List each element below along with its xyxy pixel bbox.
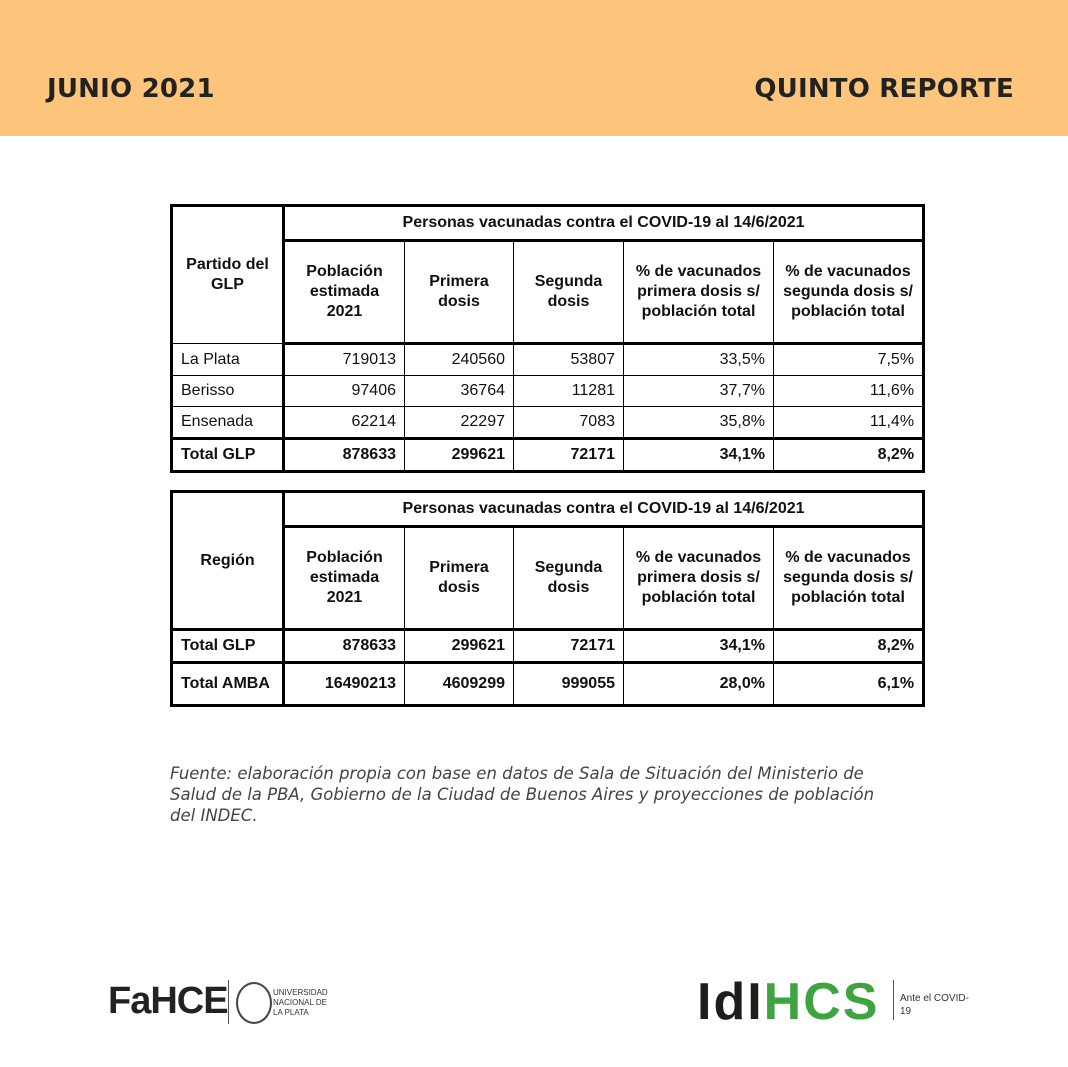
table-body: Total GLP 878633 299621 72171 34,1% 8,2% Total… bbox=[171, 628, 925, 706]
table-row: Ensenada 62214 22297 7083 35,8% 11,4% bbox=[171, 406, 925, 439]
separator bbox=[228, 980, 229, 1024]
table-cell: 999055 bbox=[513, 661, 624, 706]
table-row: Total GLP 878633 299621 72171 34,1% 8,2% bbox=[171, 628, 925, 663]
table-cell: 8,2% bbox=[772, 437, 925, 472]
table-cell: 299621 bbox=[404, 437, 514, 472]
table-body: La Plata 719013 240560 53807 33,5% 7,5% Beriss… bbox=[171, 343, 925, 472]
table-cell: 34,1% bbox=[623, 437, 774, 472]
column-header: % de vacunados primera dosis s/ població… bbox=[623, 526, 774, 631]
table-caption: Personas vacunadas contra el COVID-19 al… bbox=[282, 205, 925, 242]
tagline: Ante el COVID-19 bbox=[900, 993, 969, 1017]
header-row: Región Personas vacunadas contra el COVID… bbox=[171, 491, 925, 630]
column-header: % de vacunados segunda dosis s/ població… bbox=[772, 240, 925, 345]
logo-idihcs: IdIHCS bbox=[697, 972, 879, 1032]
separator bbox=[893, 980, 894, 1020]
table-cell: 72171 bbox=[513, 628, 624, 663]
table-cell: 7,5% bbox=[772, 343, 925, 376]
table-cell: 7083 bbox=[513, 406, 624, 439]
table-cell: 34,1% bbox=[623, 628, 774, 663]
column-header: Segunda dosis bbox=[513, 526, 624, 631]
column-header: Primera dosis bbox=[404, 240, 514, 345]
table-cell: 4609299 bbox=[404, 661, 514, 706]
table-cell: Total GLP bbox=[171, 437, 285, 472]
table-cell: 62214 bbox=[283, 406, 405, 439]
table-cell: 37,7% bbox=[623, 375, 774, 407]
table-row: Berisso 97406 36764 11281 37,7% 11,6% bbox=[171, 375, 925, 407]
table-row: Total AMBA 16490213 4609299 999055 28,0% 6,1% bbox=[171, 661, 925, 706]
table-cell: 53807 bbox=[513, 343, 624, 376]
column-header: % de vacunados segunda dosis s/ població… bbox=[772, 526, 925, 631]
source-note: Fuente: elaboración propia con base en d… bbox=[170, 764, 875, 825]
table-cell: 6,1% bbox=[772, 661, 925, 706]
column-header: Segunda dosis bbox=[513, 240, 624, 345]
table-cell: Total GLP bbox=[171, 628, 285, 663]
column-header: Población estimada 2021 bbox=[283, 526, 405, 631]
logo-part: HCS bbox=[763, 973, 880, 1031]
table: Partido del GLP Personas vacunadas contra… bbox=[170, 204, 926, 473]
table-cell: 36764 bbox=[404, 375, 514, 407]
table-caption: Personas vacunadas contra el COVID-19 al… bbox=[282, 491, 925, 528]
column-header: Primera dosis bbox=[404, 526, 514, 631]
logo-part: IdI bbox=[697, 973, 764, 1031]
table-head: Partido del GLP Personas vacunadas contra… bbox=[171, 205, 925, 345]
header-date: JUNIO 2021 bbox=[47, 74, 215, 104]
table-cell: 11281 bbox=[513, 375, 624, 407]
table-cell: 72171 bbox=[513, 437, 624, 472]
table-cell: 719013 bbox=[283, 343, 405, 376]
column-header: Población estimada 2021 bbox=[283, 240, 405, 345]
seal-icon bbox=[236, 982, 272, 1024]
table-cell: Berisso bbox=[171, 375, 285, 407]
header-row: Partido del GLP Personas vacunadas contra… bbox=[171, 205, 925, 344]
table: Región Personas vacunadas contra el COVID… bbox=[170, 490, 926, 707]
table-head: Región Personas vacunadas contra el COVID… bbox=[171, 491, 925, 631]
table-cell: 16490213 bbox=[283, 661, 405, 706]
column-header: % de vacunados primera dosis s/ població… bbox=[623, 240, 774, 345]
header-report: QUINTO REPORTE bbox=[754, 74, 1014, 104]
table-row: La Plata 719013 240560 53807 33,5% 7,5% bbox=[171, 343, 925, 376]
table-cell: La Plata bbox=[171, 343, 285, 376]
table-cell: 11,4% bbox=[772, 406, 925, 439]
logo-fahce: FaHCE bbox=[108, 980, 229, 1022]
table-cell: 878633 bbox=[283, 628, 405, 663]
header-row: Población estimada 2021 Primera dosis Segu… bbox=[172, 240, 925, 345]
table-row: Total GLP 878633 299621 72171 34,1% 8,2% bbox=[171, 437, 925, 472]
table-cell: 11,6% bbox=[772, 375, 925, 407]
table-cell: 22297 bbox=[404, 406, 514, 439]
column-header: Región bbox=[171, 491, 285, 630]
table-cell: Ensenada bbox=[171, 406, 285, 439]
header-row: Población estimada 2021 Primera dosis Segu… bbox=[172, 526, 925, 631]
table-cell: 33,5% bbox=[623, 343, 774, 376]
column-header: Partido del GLP bbox=[171, 205, 285, 344]
table-cell: 97406 bbox=[283, 375, 405, 407]
header-band bbox=[0, 0, 1068, 136]
university-name: UNIVERSIDAD NACIONAL DE LA PLATA bbox=[273, 988, 328, 1017]
table-cell: 299621 bbox=[404, 628, 514, 663]
table-cell: 878633 bbox=[283, 437, 405, 472]
table-cell: 35,8% bbox=[623, 406, 774, 439]
table-cell: 28,0% bbox=[623, 661, 774, 706]
table-cell: Total AMBA bbox=[171, 661, 285, 706]
table-cell: 8,2% bbox=[772, 628, 925, 663]
table-cell: 240560 bbox=[404, 343, 514, 376]
